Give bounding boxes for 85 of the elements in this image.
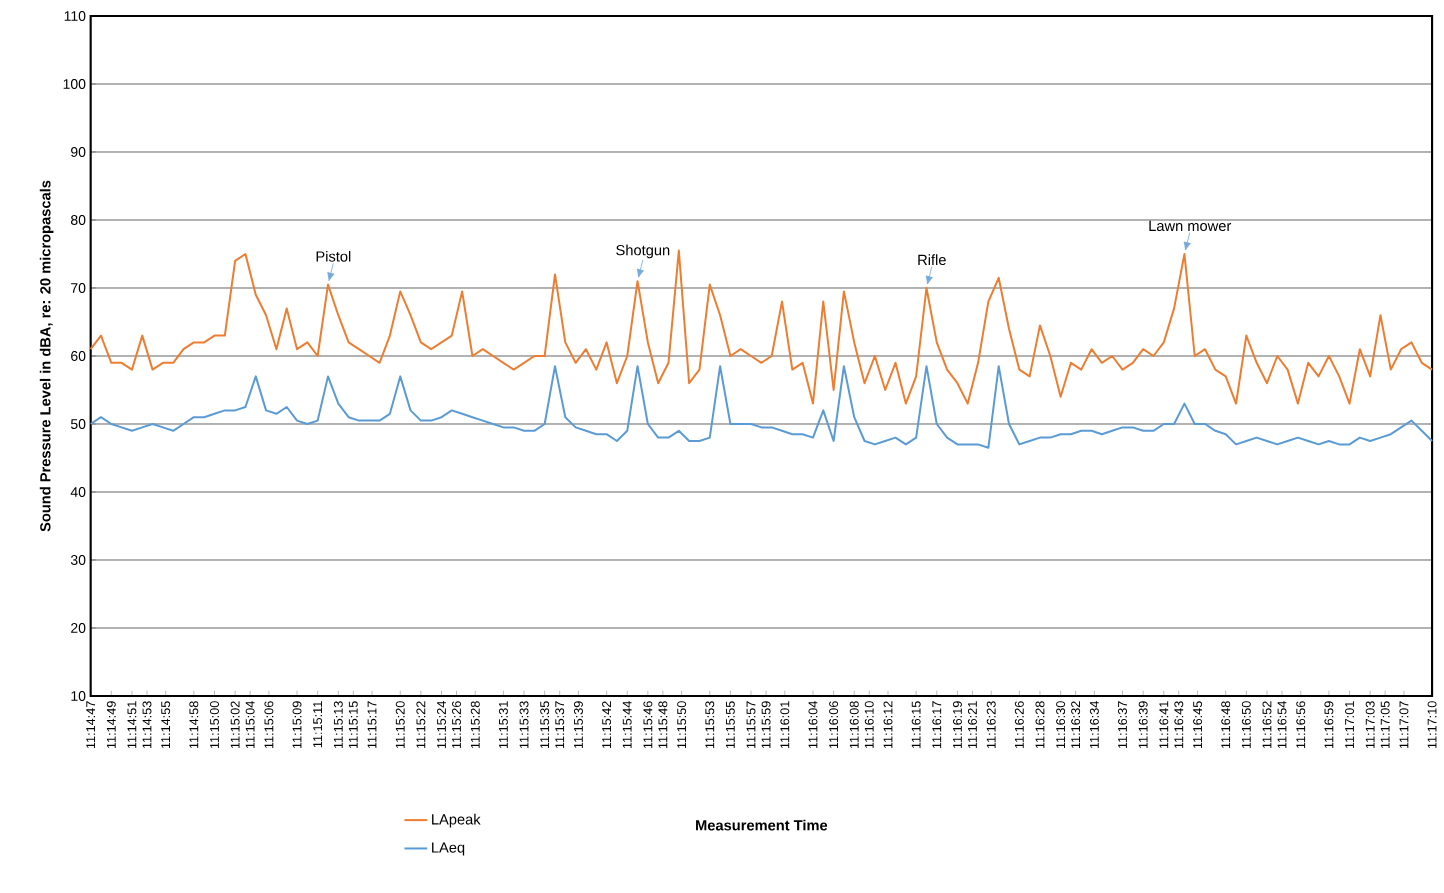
- x-tick-label: 11:15:46: [643, 701, 653, 749]
- x-tick-label: 11:14:51: [127, 701, 137, 749]
- y-tick-label: 70: [71, 283, 86, 293]
- x-tick-label: 11:16:30: [1056, 701, 1066, 749]
- x-tick-label: 11:14:49: [106, 701, 116, 749]
- x-tick-label: 11:17:10: [1427, 701, 1437, 749]
- x-tick-label: 11:17:01: [1345, 701, 1355, 749]
- x-tick-label: 11:15:35: [540, 701, 550, 749]
- x-tick-label: 11:15:20: [395, 701, 405, 749]
- y-tick-label: 110: [64, 11, 86, 21]
- x-tick-label: 11:16:12: [883, 701, 893, 749]
- x-tick-label: 11:15:48: [658, 701, 668, 749]
- x-tick-label: 11:15:53: [705, 701, 715, 749]
- y-tick-label: 100: [63, 79, 86, 89]
- x-tick-label: 11:17:05: [1380, 701, 1390, 749]
- x-tick-label: 11:16:08: [849, 701, 859, 749]
- annotation: Rifle: [918, 254, 946, 266]
- x-tick-label: 11:16:26: [1014, 701, 1024, 749]
- annotation: Lawn mower: [1149, 220, 1232, 232]
- x-tick-label: 11:16:48: [1221, 701, 1231, 749]
- x-tick-label: 11:16:04: [808, 701, 818, 749]
- x-tick-label: 11:16:34: [1089, 701, 1099, 749]
- x-tick-label: 11:16:52: [1262, 701, 1272, 749]
- x-tick-label: 11:16:23: [986, 701, 996, 749]
- x-tick-label: 11:16:21: [967, 701, 977, 749]
- x-tick-label: 11:16:45: [1193, 701, 1203, 749]
- x-tick-label: 11:16:10: [864, 701, 874, 749]
- x-tick-label: 11:16:43: [1174, 701, 1184, 749]
- x-tick-label: 11:15:57: [746, 701, 756, 749]
- x-tick-label: 11:15:22: [416, 701, 426, 749]
- x-tick-label: 11:15:15: [348, 701, 358, 749]
- x-tick-label: 11:15:13: [333, 701, 343, 749]
- x-tick-label: 11:16:06: [829, 701, 839, 749]
- x-tick-label: 11:16:54: [1277, 701, 1287, 749]
- y-tick-label: 90: [71, 147, 86, 157]
- x-tick-label: 11:16:01: [780, 701, 790, 749]
- y-tick-label: 20: [71, 623, 86, 633]
- x-tick-label: 11:15:59: [761, 701, 771, 749]
- x-tick-label: 11:15:33: [519, 701, 529, 749]
- y-tick-label: 60: [71, 351, 86, 361]
- x-tick-label: 11:14:58: [189, 701, 199, 749]
- y-tick-label: 40: [70, 487, 86, 497]
- x-tick-label: 11:15:04: [245, 701, 255, 749]
- y-tick-label: 10: [71, 691, 86, 701]
- x-tick-label: 11:16:15: [911, 701, 921, 749]
- x-tick-label: 11:15:24: [437, 701, 446, 749]
- x-tick-label: 11:15:37: [555, 701, 565, 749]
- legend-label: LAeq: [432, 842, 465, 856]
- x-tick-label: 11:16:28: [1035, 701, 1045, 749]
- x-axis-title: Measurement Time: [696, 819, 828, 831]
- x-tick-label: 11:15:50: [677, 701, 687, 749]
- x-tick-label: 11:17:03: [1365, 701, 1375, 749]
- x-tick-label: 11:15:26: [452, 701, 461, 749]
- x-tick-label: 11:16:50: [1241, 701, 1251, 749]
- x-tick-label: 11:16:41: [1159, 701, 1169, 749]
- x-tick-label: 11:16:32: [1071, 701, 1081, 749]
- x-tick-label: 11:15:09: [292, 701, 302, 749]
- y-tick-label: 30: [70, 555, 86, 565]
- annotation: Shotgun: [616, 244, 670, 259]
- x-tick-label: 11:16:19: [952, 701, 962, 749]
- y-tick-label: 50: [70, 419, 86, 429]
- y-axis-title: Sound Pressure Level in dBA, re: 20 micropascals: [39, 180, 54, 532]
- x-tick-label: 11:15:44: [622, 701, 632, 749]
- x-tick-label: 11:16:59: [1324, 701, 1334, 749]
- legend-label: LApeak: [432, 813, 481, 828]
- x-tick-label: 11:16:56: [1296, 701, 1306, 749]
- x-tick-label: 11:14:55: [161, 701, 171, 749]
- x-tick-label: 11:15:31: [498, 701, 508, 749]
- annotation: Pistol: [316, 250, 351, 262]
- x-tick-label: 11:15:28: [470, 701, 480, 749]
- x-tick-label: 11:16:37: [1118, 701, 1127, 749]
- x-tick-label: 11:17:07: [1399, 701, 1409, 749]
- x-tick-label: 11:15:06: [264, 701, 274, 749]
- x-tick-label: 11:15:39: [573, 701, 583, 749]
- x-tick-label: 11:14:53: [142, 701, 152, 749]
- x-tick-label: 11:16:17: [932, 701, 942, 749]
- x-tick-label: 11:15:17: [367, 701, 377, 749]
- y-tick-label: 80: [70, 215, 86, 225]
- x-tick-label: 11:15:00: [210, 701, 219, 749]
- x-tick-label: 11:15:42: [602, 701, 612, 749]
- x-tick-label: 11:16:39: [1138, 701, 1148, 749]
- x-tick-label: 11:14:47: [86, 701, 96, 749]
- x-tick-label: 11:15:55: [725, 701, 735, 749]
- x-tick-label: 11:15:02: [230, 701, 240, 749]
- x-tick-label: 11:15:11: [313, 701, 323, 748]
